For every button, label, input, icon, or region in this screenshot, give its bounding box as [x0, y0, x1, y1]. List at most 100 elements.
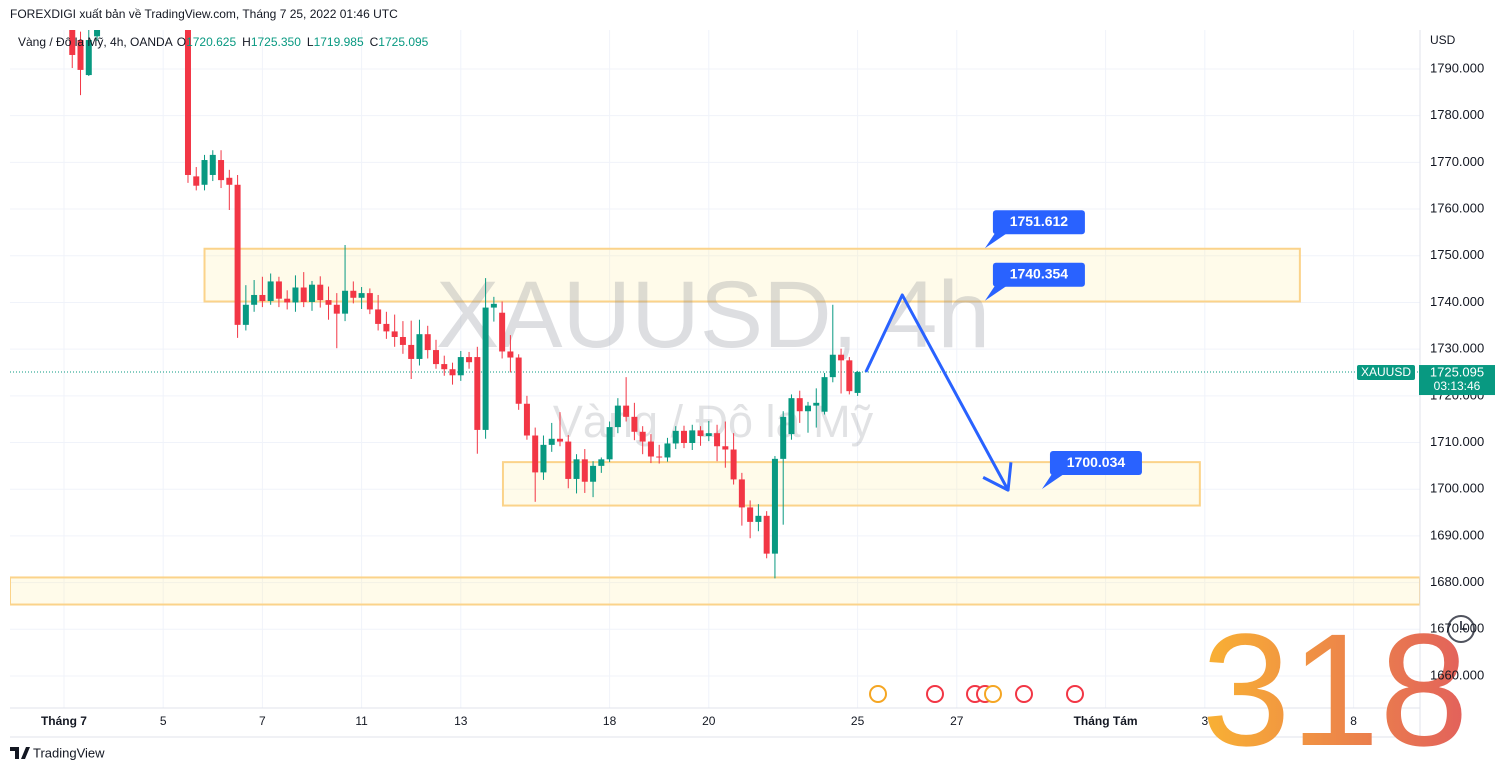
candle-body — [730, 449, 737, 480]
candle-body — [308, 284, 315, 302]
candle-body — [623, 405, 630, 417]
candle-body — [606, 427, 613, 460]
candle-body — [482, 307, 489, 430]
overlay: 1751.612 1740.354 1700.034 — [864, 210, 1142, 492]
candle-body — [234, 184, 241, 325]
y-tick-label: 1780.000 — [1430, 107, 1484, 122]
y-tick-label: 1740.000 — [1430, 294, 1484, 309]
ohlc-value: 1719.985 — [314, 35, 364, 49]
callout-box — [992, 210, 1085, 235]
candle-body — [474, 357, 481, 430]
candle-body — [672, 430, 679, 444]
y-tick-label: 1670.000 — [1430, 621, 1484, 636]
candle-body — [193, 176, 200, 186]
candle-body — [854, 372, 861, 393]
watermark-sub: Vàng / Đô la Mỹ — [553, 396, 874, 447]
candle-body — [590, 465, 597, 482]
y-tick-label: 1700.000 — [1430, 481, 1484, 496]
zone — [203, 247, 1301, 303]
candle-body — [424, 334, 431, 351]
y-tick-label: 1660.000 — [1430, 667, 1484, 682]
candle-body — [350, 290, 357, 298]
candle-body — [77, 40, 84, 70]
callout-label: 1700.034 — [1067, 454, 1126, 470]
candle-body — [416, 334, 423, 359]
candle-body — [201, 160, 208, 185]
candle-body — [598, 459, 605, 466]
callout-pointer — [984, 282, 1007, 301]
y-tick-label: 1760.000 — [1430, 200, 1484, 215]
x-tick-label: 8 — [1350, 714, 1357, 728]
candle-body — [69, 30, 76, 55]
candle-body — [614, 405, 621, 428]
ohlc-key: O — [177, 35, 186, 49]
currency: USD — [1430, 33, 1456, 47]
candle-body — [251, 294, 258, 305]
arrow — [864, 293, 1010, 491]
publisher: FOREXDIGI xuất bản về TradingView.com, T… — [10, 7, 398, 21]
clock-icon — [1447, 615, 1475, 643]
symbol-line: Vàng / Đô la Mỹ, 4h, OANDA — [18, 35, 173, 49]
candle-body — [259, 294, 266, 302]
zones — [10, 247, 1420, 606]
candle-body — [805, 405, 812, 412]
candle-body — [722, 446, 729, 450]
candle-body — [466, 357, 473, 363]
candle-body — [218, 160, 225, 181]
ohlc-value: 1720.625 — [186, 35, 236, 49]
candle-body — [540, 444, 547, 473]
candle-body — [656, 456, 663, 458]
candle-body — [399, 336, 406, 345]
candle-body — [226, 177, 233, 185]
candle-body — [383, 323, 390, 332]
candle-body — [457, 357, 464, 376]
candle-body — [325, 300, 332, 305]
candle-body — [788, 398, 795, 435]
ohlc-key: L — [307, 35, 314, 49]
y-tick-label: 1790.000 — [1430, 60, 1484, 75]
badge: 318 — [1202, 600, 1469, 771]
candle-body — [267, 281, 274, 302]
y-tick-label: 1710.000 — [1430, 434, 1484, 449]
ohlc-value: 1725.350 — [251, 35, 301, 49]
candle-body — [507, 351, 514, 358]
candle-body — [664, 443, 671, 458]
candle-body — [639, 431, 646, 442]
callout-label: 1751.612 — [1010, 213, 1069, 229]
ohlc-key: C — [370, 35, 379, 49]
x-tick-label: 20 — [702, 714, 716, 728]
candle-body — [375, 309, 382, 324]
candle-body — [738, 479, 745, 508]
y-tick-label: 1770.000 — [1430, 154, 1484, 169]
candle-body — [523, 403, 530, 436]
candle-body — [680, 430, 687, 443]
candle-body — [821, 377, 828, 412]
x-tick-label: 13 — [454, 714, 468, 728]
candle-body — [747, 507, 754, 522]
candle-body — [565, 441, 572, 479]
candle-body — [647, 441, 654, 457]
candle-body — [242, 304, 249, 325]
candle-body — [490, 303, 497, 308]
y-tick-label: 1680.000 — [1430, 574, 1484, 589]
candle-body — [184, 30, 191, 175]
candle-body — [391, 331, 398, 337]
candle-body — [515, 357, 522, 404]
zone — [10, 576, 1420, 606]
candle-body — [300, 287, 307, 302]
x-tick-label: 5 — [160, 714, 167, 728]
candle-body — [292, 287, 299, 303]
x-tick-label: 27 — [950, 714, 964, 728]
candle-body — [441, 364, 448, 370]
ohlc-value: 1725.095 — [378, 35, 428, 49]
candle-body — [532, 435, 539, 473]
candle-body — [449, 369, 456, 376]
candle-body — [342, 290, 349, 314]
candle-body — [85, 40, 92, 76]
candle-body — [581, 459, 588, 482]
arrow-head — [982, 462, 1013, 492]
callout-label: 1740.354 — [1010, 265, 1069, 281]
candle-body — [763, 515, 770, 554]
candle-body — [94, 30, 101, 37]
